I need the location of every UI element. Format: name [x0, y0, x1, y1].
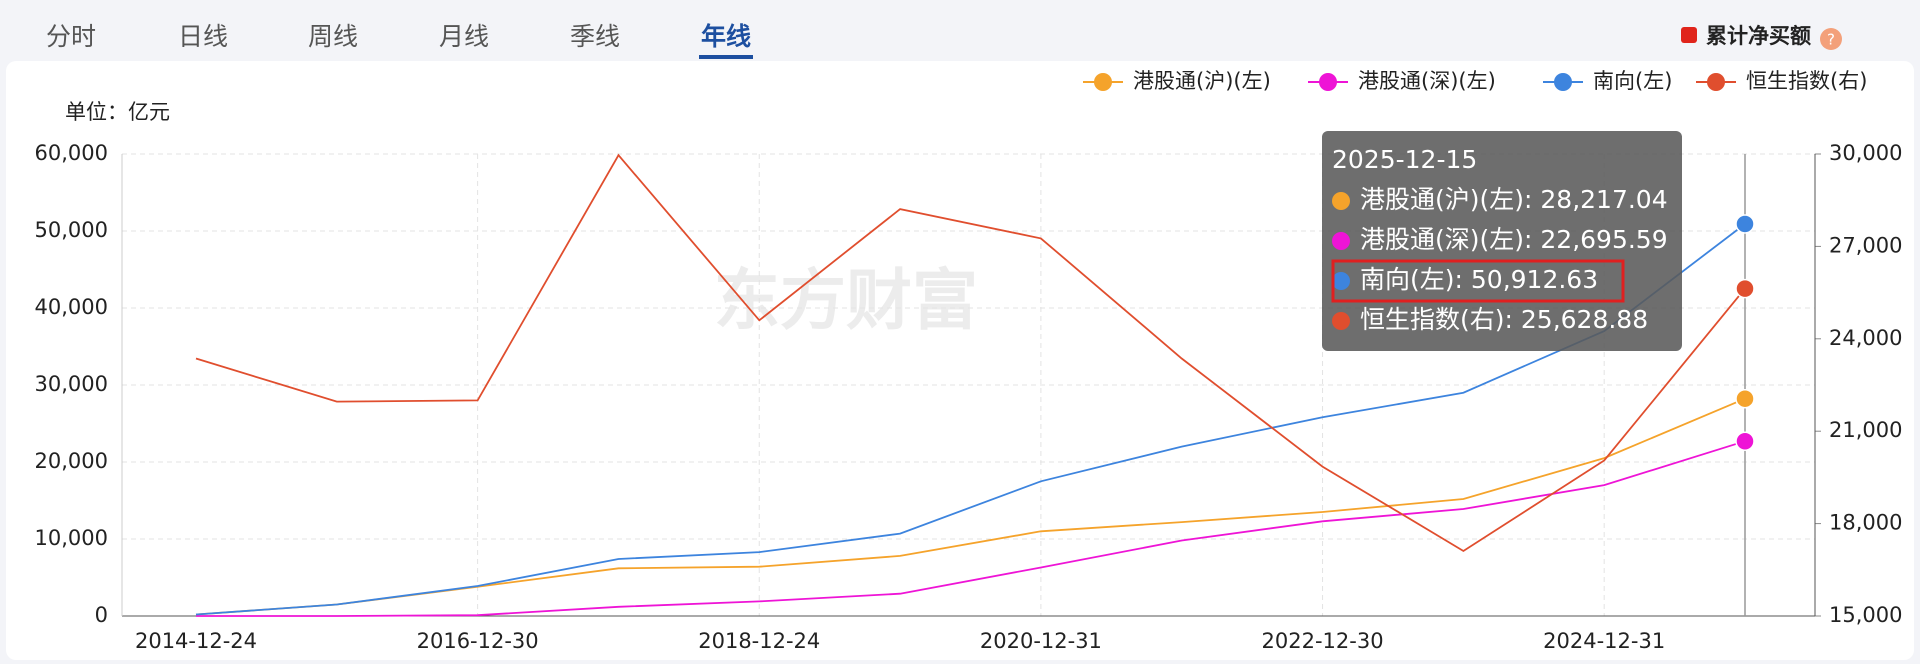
y-tick-label: 40,000	[35, 295, 108, 319]
y-tick-label: 20,000	[35, 449, 108, 473]
help-icon-text[interactable]: ?	[1827, 31, 1835, 49]
y2-tick-label: 27,000	[1829, 233, 1902, 257]
tab[interactable]: 分时	[46, 22, 96, 51]
y-tick-label: 50,000	[35, 218, 108, 242]
tooltip-dot	[1332, 272, 1350, 290]
x-tick-label: 2018-12-24	[698, 629, 820, 653]
tooltip-box	[1322, 131, 1682, 351]
unit-label: 单位：亿元	[65, 100, 170, 124]
y-tick-label: 0	[95, 603, 108, 627]
y2-tick-label: 15,000	[1829, 603, 1902, 627]
y-tick-label: 60,000	[35, 141, 108, 165]
x-tick-label: 2020-12-31	[980, 629, 1102, 653]
tooltip-dot	[1332, 232, 1350, 250]
legend-dot[interactable]	[1319, 73, 1337, 91]
tooltip-title: 2025-12-15	[1332, 145, 1477, 174]
hover-point	[1735, 214, 1755, 234]
x-tick-label: 2024-12-31	[1543, 629, 1665, 653]
toggle-label[interactable]: 累计净买额	[1706, 24, 1811, 48]
y2-tick-label: 21,000	[1829, 418, 1902, 442]
legend-dot[interactable]	[1094, 73, 1112, 91]
tab[interactable]: 日线	[178, 22, 228, 51]
legend-label[interactable]: 港股通(深)(左)	[1358, 69, 1496, 93]
tab-underline	[699, 55, 753, 59]
tooltip-item: 港股通(沪)(左): 28,217.04	[1360, 185, 1668, 214]
x-tick-label: 2016-12-30	[417, 629, 539, 653]
legend-dot[interactable]	[1554, 73, 1572, 91]
toggle-marker[interactable]	[1681, 27, 1697, 43]
tooltip-item: 恒生指数(右): 25,628.88	[1360, 305, 1648, 334]
tooltip-item: 南向(左): 50,912.63	[1360, 265, 1598, 294]
x-tick-label: 2014-12-24	[135, 629, 257, 653]
tab[interactable]: 周线	[308, 22, 358, 51]
help-icon[interactable]	[1820, 28, 1842, 50]
x-tick-label: 2022-12-30	[1262, 629, 1384, 653]
legend-label[interactable]: 恒生指数(右)	[1746, 69, 1867, 93]
y2-tick-label: 30,000	[1829, 141, 1902, 165]
series-line	[196, 440, 1746, 617]
series-line	[195, 223, 1746, 616]
y-tick-label: 30,000	[35, 372, 108, 396]
tooltip-dot	[1332, 192, 1350, 210]
tooltip-item: 港股通(深)(左): 22,695.59	[1360, 225, 1668, 254]
tab[interactable]: 年线	[701, 22, 751, 51]
y2-tick-label: 24,000	[1829, 326, 1902, 350]
watermark: 东方财富	[714, 262, 978, 339]
y2-tick-label: 18,000	[1829, 511, 1902, 535]
legend-label[interactable]: 港股通(沪)(左)	[1133, 69, 1271, 93]
legend-dot[interactable]	[1707, 73, 1725, 91]
legend-label[interactable]: 南向(左)	[1593, 69, 1672, 93]
tooltip-highlight	[1331, 259, 1625, 303]
tooltip-dot	[1332, 312, 1350, 330]
hover-point	[1735, 278, 1755, 299]
hover-point	[1735, 431, 1755, 451]
y-tick-label: 10,000	[35, 526, 108, 550]
tab[interactable]: 月线	[439, 22, 489, 51]
hover-point	[1735, 388, 1755, 409]
tab[interactable]: 季线	[570, 22, 620, 51]
series-line	[195, 153, 1746, 553]
